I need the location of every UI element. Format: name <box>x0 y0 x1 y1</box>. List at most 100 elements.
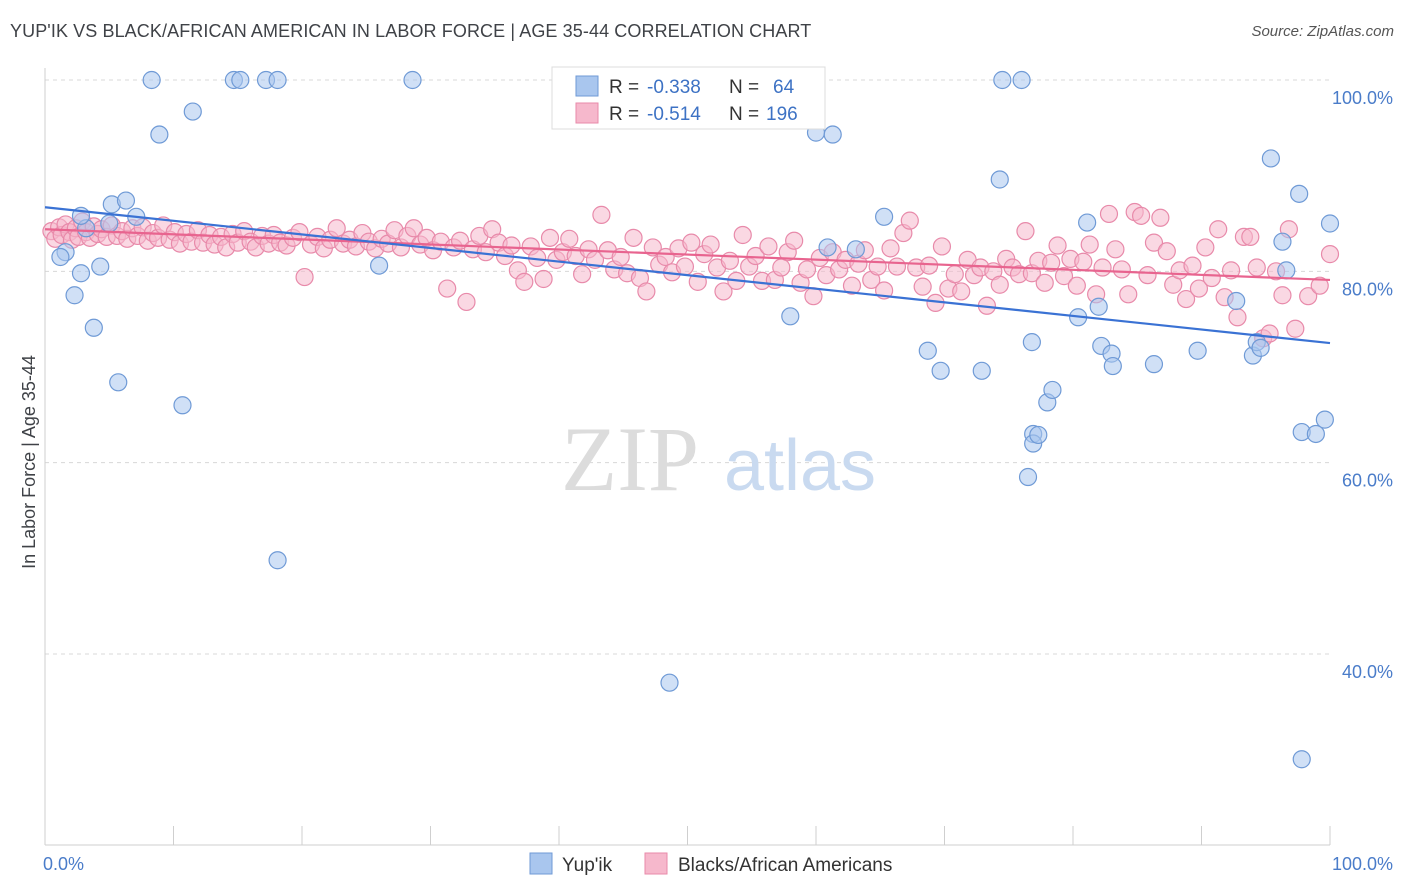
data-point <box>1089 297 1108 316</box>
data-point <box>1292 750 1311 769</box>
data-point <box>592 205 611 224</box>
data-point <box>1022 333 1041 352</box>
data-point <box>1286 319 1305 338</box>
data-point <box>1029 425 1048 445</box>
watermark-zip: ZIP <box>561 408 699 510</box>
legend-swatch-yupik <box>575 75 599 97</box>
data-point <box>404 219 423 238</box>
data-point <box>1016 222 1035 241</box>
data-point <box>1080 235 1099 254</box>
data-point <box>1320 214 1340 233</box>
chart-title: YUP'IK VS BLACK/AFRICAN AMERICAN IN LABO… <box>10 21 812 41</box>
data-point <box>1209 220 1228 239</box>
data-point <box>502 236 521 255</box>
data-point <box>150 125 169 144</box>
axes <box>44 68 1331 846</box>
data-point <box>1074 252 1093 271</box>
data-point <box>733 225 752 245</box>
data-point <box>142 70 161 90</box>
data-point <box>993 70 1012 90</box>
data-point <box>183 102 202 121</box>
data-point <box>772 258 791 277</box>
data-point <box>1112 260 1131 279</box>
data-point <box>403 70 422 90</box>
data-point <box>823 125 842 144</box>
data-point <box>100 214 119 233</box>
data-point <box>682 233 701 252</box>
data-point <box>1241 227 1260 246</box>
data-point <box>1202 268 1221 288</box>
data-point <box>1099 204 1119 224</box>
data-point <box>534 269 553 289</box>
series-legend: Yup'ik Blacks/African Americans <box>529 852 892 876</box>
series-yupik-points <box>51 70 1340 769</box>
grid-lines <box>45 79 1330 655</box>
data-point <box>1043 380 1062 400</box>
legend-swatch-blacks <box>575 102 599 124</box>
data-point <box>1320 245 1340 264</box>
data-point <box>1132 206 1151 225</box>
trend-line-blacks <box>44 228 1331 282</box>
legend-n-value-1: 64 <box>773 77 795 98</box>
data-point <box>660 673 679 692</box>
data-point <box>1176 289 1196 309</box>
data-point <box>701 235 720 254</box>
data-point <box>91 257 110 276</box>
data-point <box>84 318 103 337</box>
data-point <box>919 256 939 275</box>
data-point <box>785 231 804 250</box>
data-point <box>1106 240 1125 259</box>
data-point <box>1048 236 1067 255</box>
data-point <box>900 211 919 230</box>
data-point <box>1315 410 1334 429</box>
data-point <box>1290 184 1309 203</box>
data-point <box>560 229 579 248</box>
data-point <box>116 191 136 210</box>
data-point <box>290 223 309 242</box>
data-point <box>1035 273 1054 292</box>
data-point <box>1310 276 1329 295</box>
data-point <box>1042 253 1061 272</box>
data-point <box>1078 213 1097 232</box>
data-point <box>637 282 656 301</box>
data-point <box>1306 424 1325 444</box>
data-point <box>932 237 952 256</box>
y-axis-label: In Labor Force | Age 35-44 <box>19 355 39 569</box>
data-point <box>1196 238 1215 257</box>
x-tick-label: 100.0% <box>1332 854 1393 874</box>
data-point <box>1228 308 1247 327</box>
data-point <box>1103 356 1122 376</box>
data-point <box>51 247 70 267</box>
data-point <box>1067 276 1086 295</box>
legend-n-label-2: N = <box>729 104 759 125</box>
x-tick-label: 0.0% <box>43 854 84 874</box>
data-point <box>1299 287 1318 306</box>
y-tick-label: 100.0% <box>1332 88 1393 108</box>
data-point <box>1188 341 1207 360</box>
legend-n-label-1: N = <box>729 77 759 98</box>
data-point <box>990 170 1009 189</box>
data-point <box>370 256 389 275</box>
data-point <box>1018 467 1038 487</box>
data-point <box>65 286 84 305</box>
data-point <box>781 307 800 326</box>
data-point <box>887 257 907 276</box>
data-point <box>1054 267 1074 286</box>
legend-r-value-1: -0.338 <box>647 77 701 98</box>
y-tick-labels: 100.0% 80.0% 60.0% 40.0% <box>1332 88 1393 682</box>
data-point <box>1119 285 1138 304</box>
data-point <box>1221 261 1241 280</box>
x-tick-labels: 0.0% 100.0% <box>43 854 1393 874</box>
data-point <box>231 70 250 90</box>
data-point <box>1189 279 1209 298</box>
data-point <box>327 219 346 238</box>
data-point <box>438 279 457 298</box>
data-point <box>624 228 643 247</box>
data-point <box>818 238 837 257</box>
data-point <box>846 240 865 259</box>
data-point <box>1251 338 1270 357</box>
data-point <box>875 207 894 226</box>
bottom-legend-yupik: Yup'ik <box>562 855 613 876</box>
data-point <box>1012 70 1031 90</box>
